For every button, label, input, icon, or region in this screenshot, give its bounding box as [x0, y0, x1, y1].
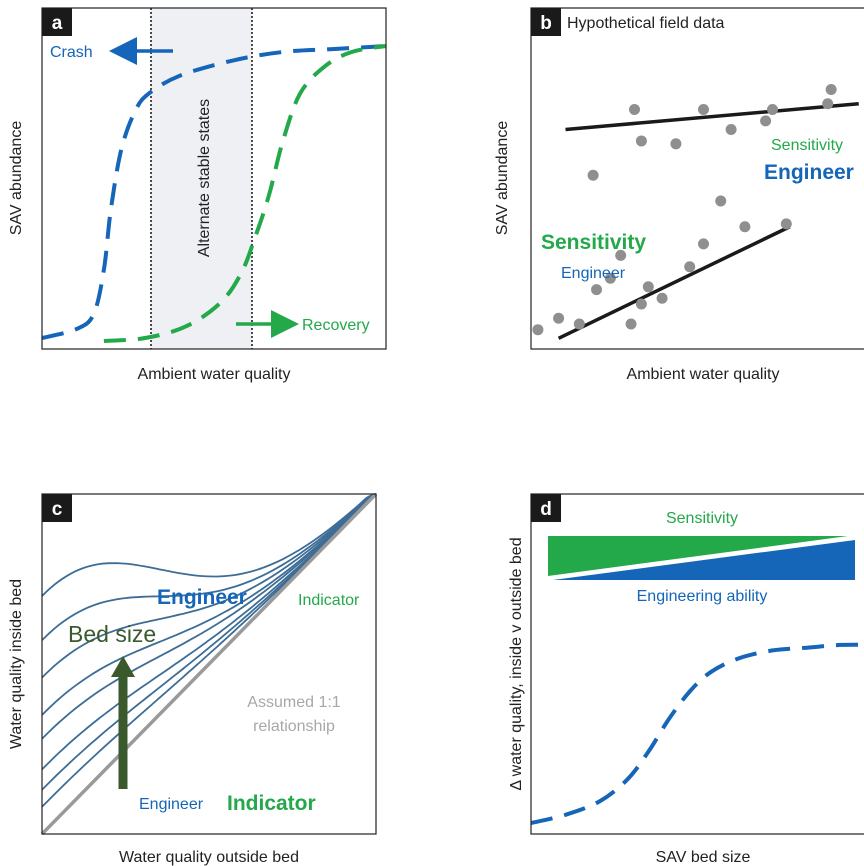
panel-b-point-19	[698, 103, 709, 115]
panel-a-badge	[42, 8, 72, 36]
panel-b-point-11	[698, 238, 709, 250]
panel-d: d Sensitivity Engineering ability SAV be…	[508, 493, 864, 866]
panel-a-recovery-label: Recovery	[302, 317, 370, 334]
panel-b-title: Hypothetical field data	[567, 15, 725, 32]
panel-a-ylabel: SAV abundance	[8, 121, 25, 236]
panel-a-band-label: Alternate stable states	[196, 99, 213, 257]
panel-c-bed-size-label: Bed size	[68, 621, 156, 647]
panel-b-point-15	[587, 169, 599, 181]
panel-b-point-20	[725, 124, 737, 135]
panel-b-badge-letter: b	[540, 13, 552, 34]
panel-b-point-22	[767, 103, 778, 115]
panel-b-point-10	[684, 261, 696, 273]
panel-b-point-17	[635, 135, 647, 147]
panel-d-engineering-wedge	[553, 540, 855, 580]
panel-a: a Alternate stable states Crash Recovery…	[8, 7, 387, 383]
panel-b-trend-line-upper	[565, 102, 859, 132]
panel-b-point-9	[656, 292, 668, 304]
panel-b-point-18	[670, 138, 682, 150]
panel-b-xlabel: Ambient water quality	[627, 366, 780, 383]
panel-b-point-7	[635, 298, 647, 310]
panel-d-engineering-label: Engineering ability	[637, 588, 768, 605]
panel-b-upper-sensitivity: Sensitivity	[771, 137, 843, 154]
panel-c-frame	[41, 493, 377, 835]
panel-d-frame	[530, 493, 864, 835]
panel-b-point-14	[780, 218, 792, 230]
panel-c-curve-2	[41, 493, 377, 771]
panel-b-ylabel: SAV abundance	[494, 121, 511, 236]
panel-b-point-2	[573, 318, 585, 330]
panel-d-badge	[531, 494, 561, 522]
panel-c-curve-4	[41, 493, 377, 716]
panel-c-ref-label-line2: relationship	[253, 718, 335, 735]
panel-b-frame	[530, 7, 864, 350]
panel-c-indicator-small: Indicator	[298, 592, 360, 609]
panel-a-xlabel: Ambient water quality	[138, 366, 291, 383]
panel-c-ylabel: Water quality inside bed	[8, 579, 25, 749]
panel-b-point-21	[760, 115, 772, 127]
panel-b-point-8	[642, 281, 654, 293]
panel-c-xlabel: Water quality outside bed	[119, 849, 299, 866]
panel-b-point-0	[532, 324, 544, 336]
panel-b-point-1	[553, 312, 565, 324]
panel-a-crash-label: Crash	[50, 44, 93, 61]
panel-c-badge	[42, 494, 72, 522]
panel-c-reference-line	[40, 492, 378, 836]
panel-b-trend-line-lower	[557, 225, 791, 340]
panel-c-indicator-large: Indicator	[227, 792, 316, 815]
panel-c-curve-6	[41, 493, 377, 641]
panel-b-points	[532, 83, 837, 336]
panel-d-badge-letter: d	[540, 499, 552, 520]
panel-d-blue-curve	[530, 642, 864, 825]
panel-d-ylabel: Δ water quality, inside v outside bed	[508, 537, 525, 790]
panel-b-point-24	[825, 83, 837, 95]
panel-b-upper-engineer: Engineer	[764, 161, 854, 184]
panel-d-xlabel: SAV bed size	[656, 849, 751, 866]
panel-a-green-curve	[103, 44, 387, 343]
panel-b-badge	[531, 8, 561, 36]
panel-b-point-3	[591, 284, 603, 296]
panel-c-curves	[41, 493, 377, 808]
panel-c-engineer-small: Engineer	[139, 796, 204, 813]
panel-b-point-5	[615, 249, 627, 261]
panel-b-point-13	[739, 221, 751, 233]
panel-a-frame	[41, 7, 387, 350]
panel-c-badge-letter: c	[52, 499, 63, 520]
panel-c-bed-size-arrow-head	[111, 656, 135, 677]
panel-a-badge-letter: a	[52, 13, 63, 34]
panel-b-lower-sensitivity: Sensitivity	[541, 231, 646, 254]
panel-a-band	[151, 8, 252, 349]
panel-c-ref-label-line1: Assumed 1:1	[247, 694, 340, 711]
panel-b-point-6	[625, 318, 637, 330]
panel-b: b Hypothetical field data Sensitivity En…	[494, 7, 864, 383]
panel-b-point-12	[715, 195, 727, 207]
panel-b-point-23	[822, 98, 834, 110]
panel-b-point-16	[629, 103, 640, 115]
panel-b-point-4	[604, 272, 616, 284]
panel-c-curve-3	[41, 493, 377, 740]
panel-c-curve-5	[41, 493, 377, 679]
panel-b-lower-engineer: Engineer	[561, 265, 626, 282]
panel-c-curve-7	[41, 493, 377, 597]
panel-c: c Engineer Indicator Bed size Assumed 1:…	[8, 492, 378, 866]
panel-c-engineer-large: Engineer	[157, 586, 247, 609]
panel-d-sensitivity-wedge	[548, 536, 848, 576]
panel-d-sensitivity-label: Sensitivity	[666, 510, 738, 527]
